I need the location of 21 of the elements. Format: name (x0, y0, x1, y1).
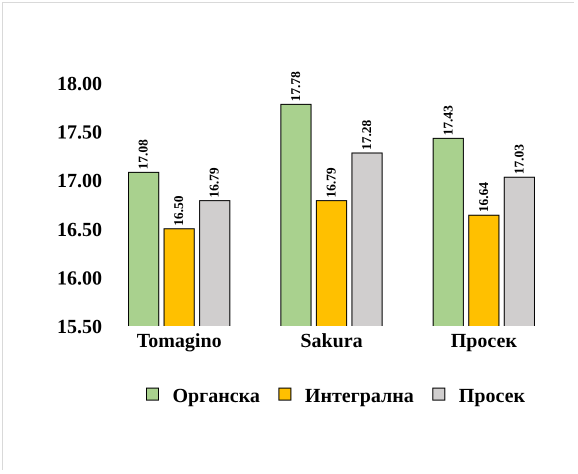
data-label: 16.79 (206, 167, 222, 198)
y-tick-label: 18.00 (57, 73, 102, 95)
x-tick-label: Sakura (300, 330, 363, 352)
legend-label: Органска (172, 384, 260, 407)
x-tick-label: Tomagino (136, 330, 222, 352)
y-tick-label: 15.50 (57, 316, 102, 338)
x-tick-label: Просек (450, 330, 518, 352)
data-label: 16.50 (171, 195, 186, 226)
legend-label: Интегрална (304, 384, 414, 407)
y-tick-label: 16.50 (57, 218, 102, 241)
data-label: 17.28 (359, 120, 374, 150)
data-label: 16.64 (476, 182, 491, 212)
y-tick-label: 16.00 (57, 267, 102, 290)
data-label: 17.78 (288, 70, 303, 102)
data-label: 17.43 (440, 104, 456, 136)
data-label: 16.79 (324, 167, 339, 198)
legend-label: Просек (458, 384, 526, 407)
y-tick-label: 17.00 (57, 170, 102, 192)
data-label: 17.03 (511, 144, 526, 174)
y-tick-label: 17.50 (57, 122, 102, 144)
data-label: 17.08 (136, 138, 151, 170)
